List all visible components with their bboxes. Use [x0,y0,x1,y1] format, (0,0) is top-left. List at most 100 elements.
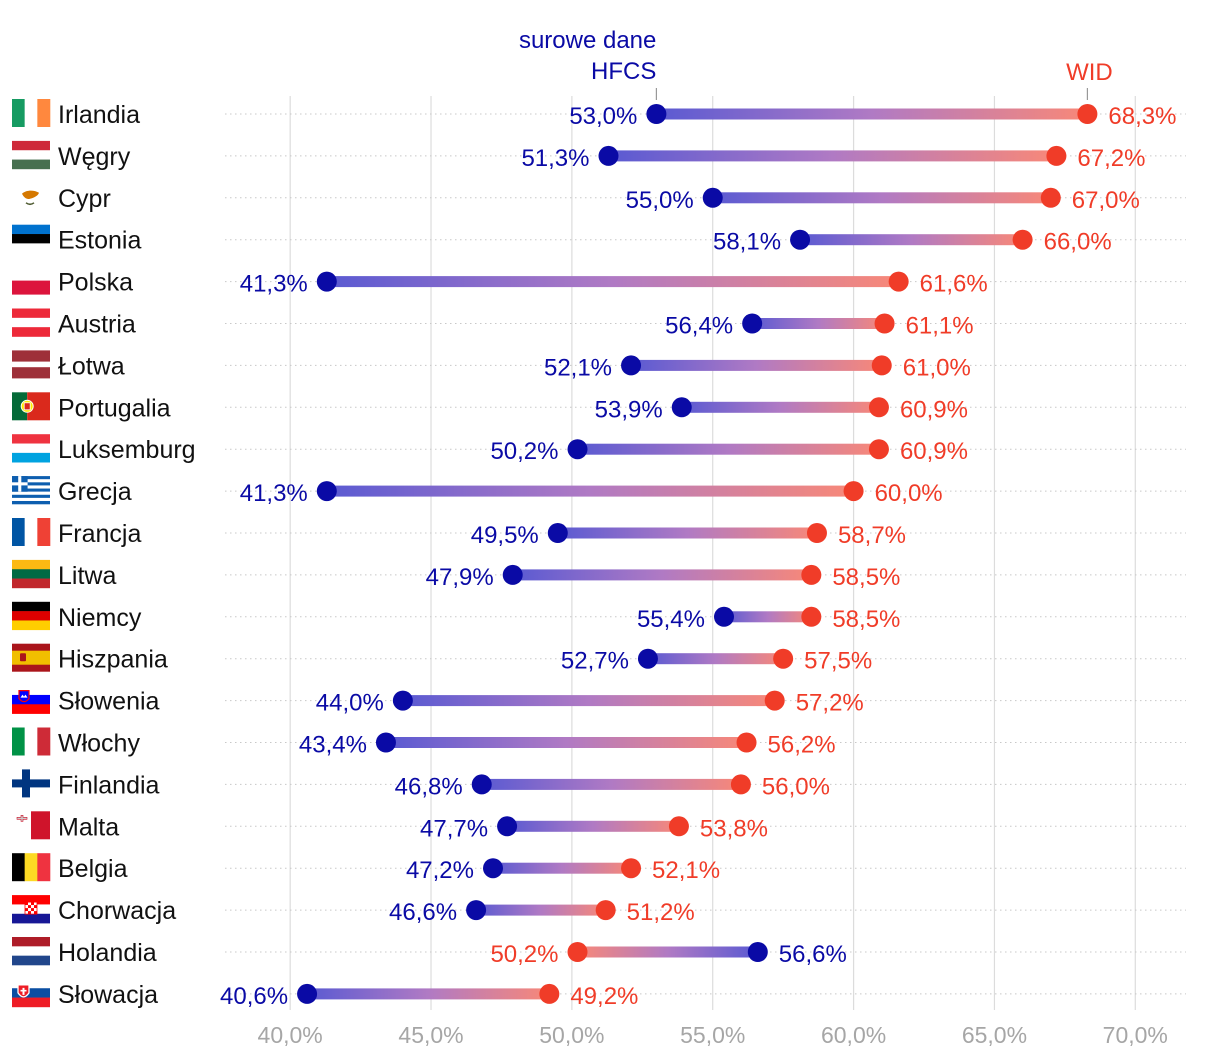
hfcs-dot [598,145,619,166]
chart-row: Grecja 41,3% 60,0% [12,476,1186,507]
wid-value-label: 58,5% [832,564,900,591]
wid-dot [871,355,892,376]
wid-dot [736,732,757,753]
at-flag-icon [12,308,50,337]
hfcs-dot [646,104,667,124]
country-label: Węgry [58,143,131,171]
hfcs-value-label: 53,9% [595,396,663,423]
connector-bar [493,862,632,874]
es-flag-icon [12,643,50,672]
wid-value-label: 60,9% [900,438,968,465]
hfcs-dot [637,648,658,669]
x-tick-label: 70,0% [1103,1022,1168,1048]
hfcs-series-label: HFCS [591,58,656,85]
connector-bar [724,611,812,623]
hfcs-dot [316,271,337,292]
chart-row: Finlandia 46,8% 56,0% [12,769,1186,800]
x-tick-label: 40,0% [258,1022,323,1048]
wid-dot [773,648,794,669]
hfcs-dot [316,481,337,502]
be-flag-icon [12,853,51,882]
wid-dot [868,397,889,418]
nl-flag-icon [12,937,50,966]
hfcs-dot [790,229,811,250]
connector-bar [712,192,1051,204]
grid [289,96,1136,1010]
connector-bar [656,108,1088,120]
chart-row: Estonia 58,1% 66,0% [12,224,1186,256]
chart-row: Słowenia 44,0% 57,2% [12,685,1186,717]
country-label: Chorwacja [58,897,176,925]
wid-dot [764,690,785,711]
chart-row: Litwa 47,9% 58,5% [12,559,1186,591]
series-labels: surowe dane HFCS WID [519,27,1113,100]
chart-row: Chorwacja 46,6% 51,2% [12,895,1186,926]
wid-dot [801,606,822,627]
hfcs-value-label: 53,0% [569,103,637,130]
country-label: Łotwa [58,352,125,380]
chart-row: Cypr 55,0% 67,0% [12,182,1186,214]
wid-value-label: 51,2% [627,899,695,926]
country-label: Belgia [58,855,128,883]
country-label: Finlandia [58,771,160,799]
connector-bar [512,569,812,581]
hfcs-dot [466,900,487,921]
chart-row: Niemcy 55,4% 58,5% [12,601,1186,633]
hfcs-dot [497,816,518,837]
hfcs-value-label: 40,6% [220,983,288,1010]
connector-bar [647,653,784,665]
wid-value-label: 58,7% [838,522,906,549]
chart-row: Węgry 51,3% 67,2% [12,140,1186,172]
connector-bar [577,946,758,958]
wid-value-label: 58,5% [832,606,900,633]
country-label: Słowenia [58,688,160,716]
cy-flag-icon [12,182,50,211]
hfcs-value-label: 44,0% [316,690,384,717]
connector-bar [402,695,775,707]
x-axis: 40,0% 45,0% 50,0% 55,0% 60,0% 65,0% 70,0% [258,1022,1168,1048]
hfcs-value-label: 58,1% [713,229,781,256]
x-tick-label: 60,0% [821,1022,886,1048]
hfcs-dot [375,732,396,753]
country-label: Holandia [58,939,157,967]
wid-dot [621,858,642,879]
connector-bar [481,778,741,790]
hfcs-value-label: 55,0% [626,187,694,214]
hfcs-dot [742,313,763,334]
it-flag-icon [12,727,51,756]
wid-dot [668,816,689,837]
connector-bar [307,988,550,1000]
hfcs-dot [483,858,503,879]
wid-dot [567,942,588,962]
wid-dot [1040,187,1061,208]
hfcs-value-label: 51,3% [521,145,589,172]
hfcs-value-label: 50,2% [490,438,558,465]
wid-value-label: 61,0% [903,354,971,381]
hfcs-value-label: 56,4% [665,313,733,340]
wid-dot [595,900,616,921]
hfcs-dot [671,397,692,418]
fr-flag-icon [12,518,51,546]
lt-flag-icon [12,559,50,589]
wid-value-label: 57,5% [804,648,872,675]
ie-flag-icon [12,99,51,127]
country-label: Cypr [58,185,111,213]
connector-bar [557,527,817,539]
country-label: Estonia [58,227,141,255]
wid-dot [806,523,827,543]
fi-flag-icon [12,769,50,798]
wid-value-label: 52,1% [652,857,720,884]
wid-dot [801,564,822,585]
wid-value-label: 56,2% [768,732,836,759]
wid-value-label: 57,2% [796,690,864,717]
hfcs-value-label: 52,7% [561,648,629,675]
de-flag-icon [12,601,50,631]
x-tick-label: 55,0% [680,1022,745,1048]
hfcs-dot [621,355,642,376]
wid-series-label: WID [1066,59,1113,86]
chart-row: Hiszpania 52,7% 57,5% [12,643,1186,675]
hfcs-dot [747,942,768,962]
chart-row: Luksemburg 50,2% 60,9% [12,434,1186,465]
country-label: Malta [58,813,119,841]
wid-dot [843,481,864,502]
